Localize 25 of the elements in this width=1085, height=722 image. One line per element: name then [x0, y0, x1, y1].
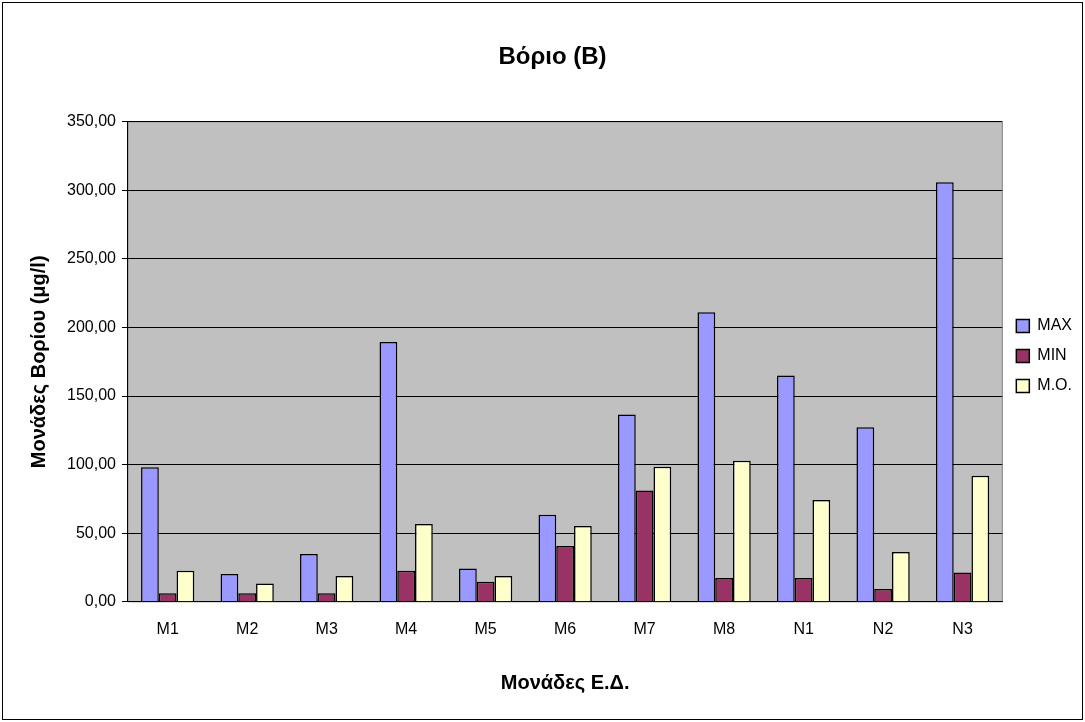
- y-tick-label: 350,00: [67, 112, 117, 130]
- y-tick-label: 200,00: [67, 317, 117, 335]
- y-tick-label: 150,00: [67, 386, 117, 404]
- x-tick-label: N2: [872, 619, 894, 637]
- x-tick-label: M4: [395, 619, 418, 637]
- x-axis-title: Μονάδες Ε.Δ.: [500, 670, 630, 693]
- y-axis-title: Μονάδες Βορίου (μg/l): [26, 255, 49, 469]
- x-tick-label: M8: [713, 619, 736, 637]
- x-tick-label: N1: [793, 619, 814, 637]
- x-tick-label: M3: [315, 619, 338, 637]
- x-tick-label: N3: [952, 619, 973, 637]
- chart-title: Βόριο (Β): [498, 42, 607, 70]
- y-tick-label: 250,00: [67, 249, 117, 267]
- y-tick-label: 0,00: [84, 592, 117, 610]
- legend-label: MAX: [1037, 316, 1073, 334]
- y-tick-label: 300,00: [67, 180, 117, 198]
- y-tick-label: 50,00: [75, 523, 117, 541]
- x-tick-label: M2: [236, 619, 259, 637]
- y-tick-label: 100,00: [67, 455, 117, 473]
- x-tick-label: M6: [554, 619, 577, 637]
- legend-label: MIN: [1037, 346, 1067, 364]
- x-tick-label: M5: [474, 619, 497, 637]
- x-tick-label: M7: [633, 619, 656, 637]
- x-tick-label: M1: [156, 619, 179, 637]
- legend-label: M.O.: [1037, 376, 1072, 394]
